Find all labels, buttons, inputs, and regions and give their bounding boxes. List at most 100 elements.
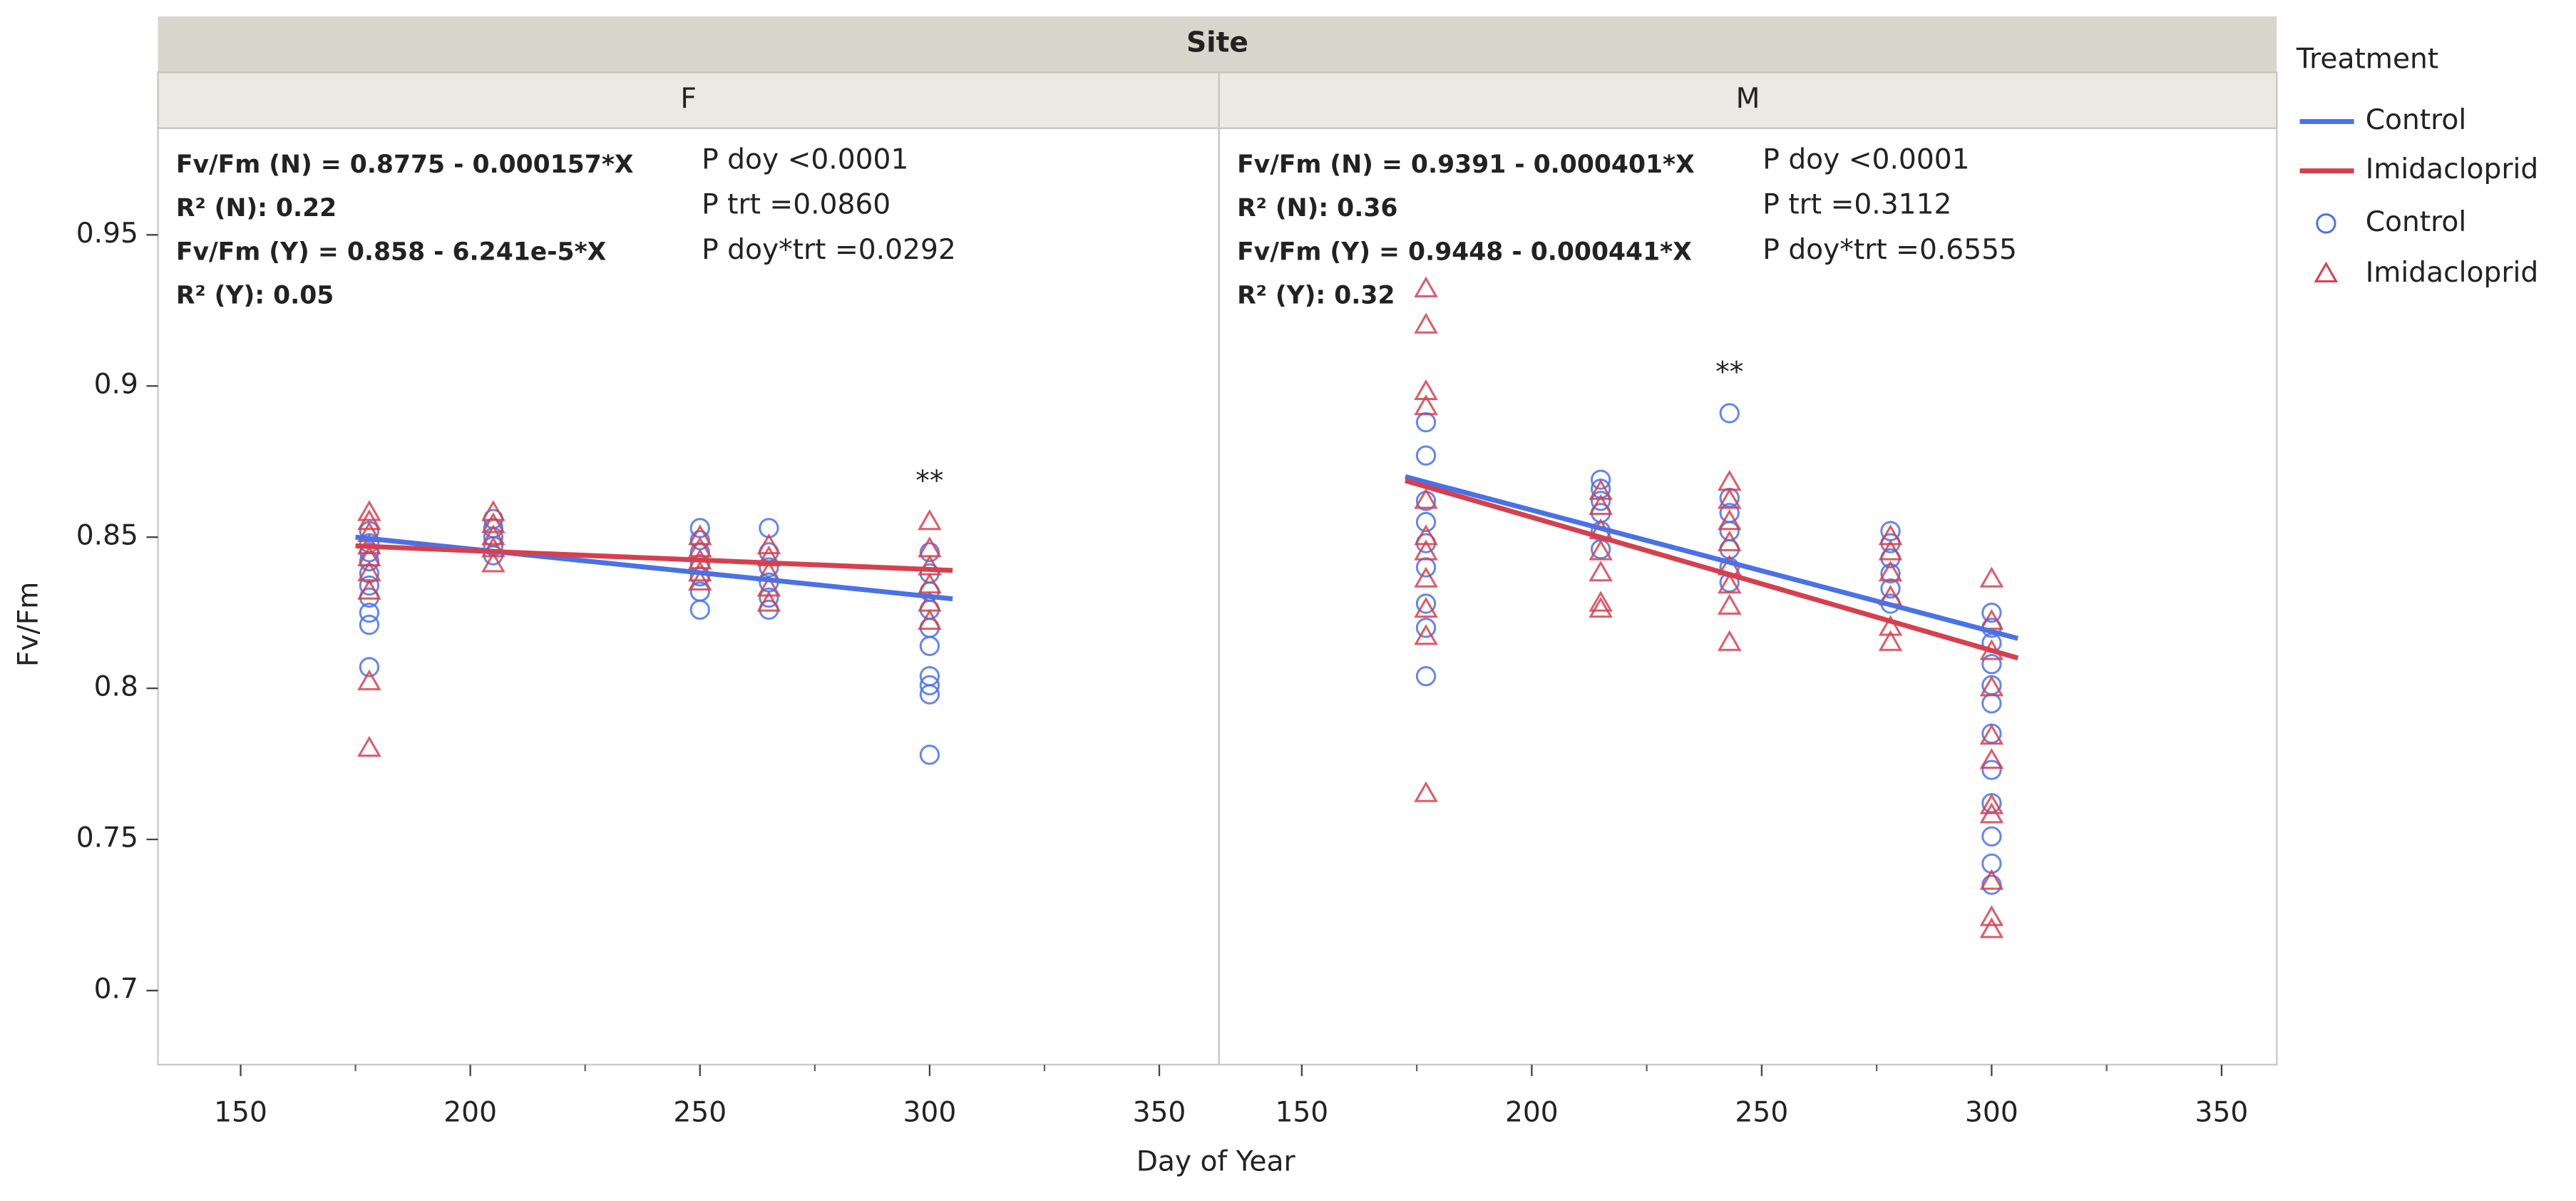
legend-label: Control — [2366, 104, 2467, 136]
point — [1878, 539, 1903, 561]
point — [687, 524, 712, 546]
y-tick-label: 0.75 — [76, 822, 138, 854]
equation: R² (Y): 0.05 — [176, 281, 334, 310]
x-tick-label: 250 — [1735, 1096, 1789, 1128]
point — [1979, 723, 2004, 745]
point — [759, 587, 779, 608]
point — [1589, 596, 1613, 618]
point — [1414, 524, 1438, 546]
point — [1878, 561, 1903, 582]
point — [1981, 760, 2002, 780]
point — [1979, 793, 2004, 814]
point — [687, 569, 712, 591]
point — [1415, 412, 1437, 433]
fit-line — [355, 534, 953, 602]
point — [1979, 905, 2004, 926]
point — [919, 684, 940, 705]
point — [1414, 379, 1438, 400]
p-value: P doy <0.0001 — [702, 143, 908, 175]
fit-line — [1405, 478, 2019, 661]
point — [1717, 630, 1742, 651]
point — [1589, 494, 1613, 516]
point — [919, 635, 940, 656]
point — [481, 512, 506, 533]
point — [1414, 488, 1438, 509]
point — [1414, 276, 1438, 297]
point — [919, 745, 940, 765]
point — [1590, 469, 1611, 490]
point — [359, 614, 380, 635]
x-tick-label: 150 — [214, 1096, 267, 1128]
point — [1589, 591, 1613, 612]
legend-marker — [2316, 213, 2336, 234]
point — [1414, 596, 1438, 618]
point — [1717, 530, 1742, 551]
equation: R² (N): 0.22 — [176, 194, 337, 223]
y-axis-label: Fv/Fm — [12, 582, 44, 668]
point — [687, 536, 712, 558]
point — [1415, 618, 1437, 638]
point — [1981, 874, 2002, 895]
x-tick-label: 350 — [2195, 1096, 2249, 1128]
point — [1878, 630, 1903, 651]
equation: Fv/Fm (Y) = 0.858 - 6.241e-5*X — [176, 237, 606, 266]
point — [1878, 524, 1903, 546]
y-tick-label: 0.9 — [94, 369, 138, 401]
x-tick-label: 200 — [1505, 1096, 1559, 1128]
point — [1414, 624, 1438, 645]
y-tick-label: 0.85 — [76, 520, 138, 552]
point — [1981, 654, 2002, 675]
y-tick-label: 0.7 — [94, 973, 138, 1005]
x-tick-label: 300 — [1965, 1096, 2018, 1128]
point — [1981, 693, 2002, 714]
point — [689, 599, 710, 620]
y-tick-label: 0.95 — [76, 218, 138, 250]
p-value: P doy <0.0001 — [1762, 143, 1969, 175]
point — [1589, 539, 1613, 561]
y-tick-label: 0.8 — [94, 671, 138, 703]
point — [1979, 917, 2004, 939]
point — [481, 551, 506, 573]
point — [357, 735, 381, 757]
panel-header — [157, 71, 1220, 129]
point — [1415, 445, 1437, 466]
plot-frame — [157, 127, 1220, 1065]
facet-header — [158, 16, 2277, 73]
point — [357, 669, 381, 690]
legend-marker — [2314, 261, 2339, 282]
point — [1979, 566, 2004, 588]
legend-label: Imidacloprid — [2366, 153, 2538, 185]
facet-label: Site — [1186, 27, 1248, 59]
point — [1414, 394, 1438, 416]
point — [1415, 511, 1437, 533]
point — [359, 602, 380, 623]
point — [1414, 539, 1438, 561]
x-tick-label: 350 — [1133, 1096, 1186, 1128]
equation: Fv/Fm (Y) = 0.9448 - 0.000441*X — [1237, 237, 1692, 266]
fit-line — [1405, 474, 2019, 641]
plot-frame — [1218, 127, 2278, 1065]
equation: Fv/Fm (N) = 0.9391 - 0.000401*X — [1237, 150, 1695, 179]
point — [357, 578, 381, 600]
point — [1979, 802, 2004, 824]
point — [1979, 675, 2004, 697]
x-tick-label: 200 — [443, 1096, 497, 1128]
point — [1414, 566, 1438, 588]
equation: R² (Y): 0.32 — [1237, 281, 1395, 310]
point — [1415, 593, 1437, 614]
legend-label: Control — [2366, 206, 2467, 238]
point — [359, 575, 380, 596]
point — [756, 533, 781, 555]
panel-title: F — [680, 83, 697, 115]
significance: ** — [915, 465, 943, 497]
point — [1717, 469, 1742, 491]
point — [357, 508, 381, 531]
x-tick-label: 150 — [1275, 1096, 1328, 1128]
point — [918, 608, 942, 630]
point — [1979, 869, 2004, 890]
point — [756, 576, 781, 597]
point — [919, 675, 940, 696]
x-axis-label: Day of Year — [1136, 1146, 1296, 1178]
significance: ** — [1715, 357, 1743, 389]
